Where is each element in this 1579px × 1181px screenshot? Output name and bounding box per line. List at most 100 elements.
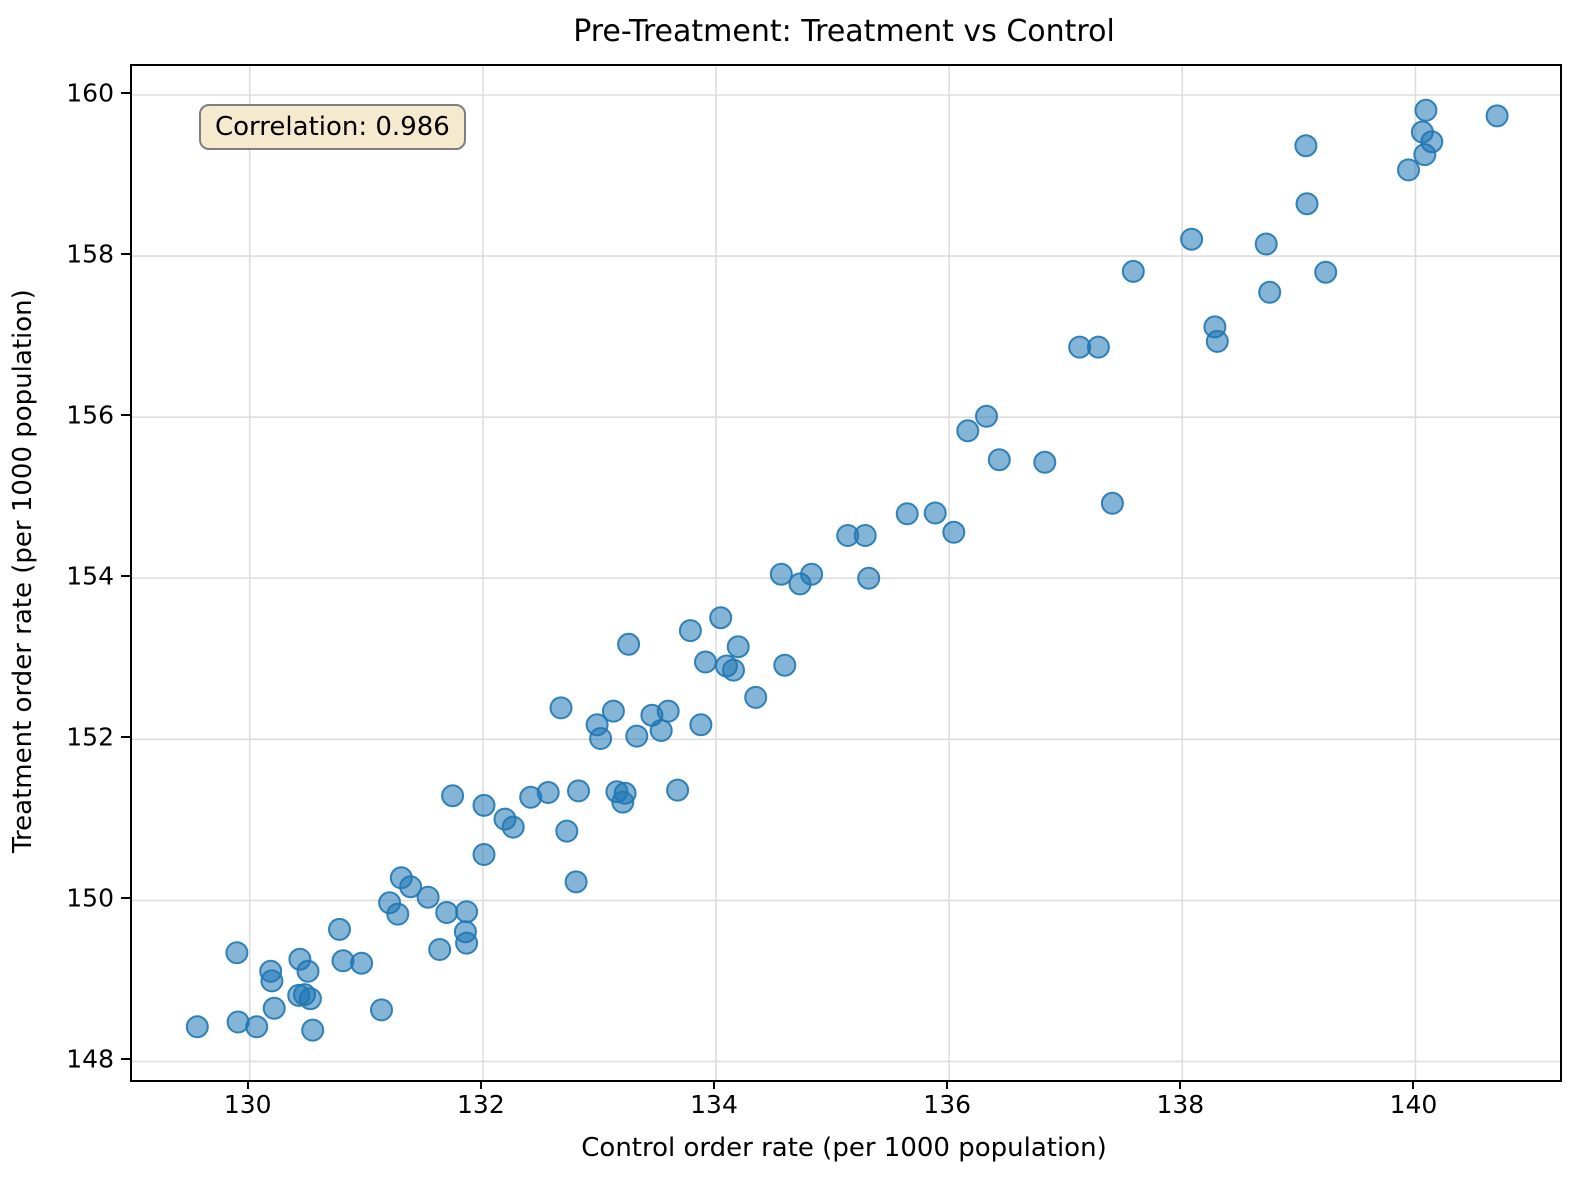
- x-tick-label: 130: [223, 1090, 272, 1119]
- x-tick-mark: [479, 1080, 482, 1089]
- data-point: [694, 650, 717, 674]
- data-point: [501, 815, 525, 839]
- y-tick-label: 148: [66, 1044, 114, 1074]
- data-point: [722, 658, 745, 682]
- data-point: [564, 870, 588, 894]
- data-point: [656, 699, 680, 723]
- data-point: [709, 606, 733, 630]
- data-point: [370, 998, 393, 1022]
- data-point: [1420, 130, 1444, 154]
- data-point: [744, 685, 768, 709]
- data-point: [416, 885, 440, 909]
- data-point: [1033, 450, 1057, 474]
- data-point: [1258, 280, 1282, 304]
- y-tick-mark: [121, 253, 130, 256]
- x-tick-label: 138: [1156, 1090, 1205, 1119]
- data-point: [923, 501, 947, 525]
- data-point: [245, 1015, 269, 1039]
- x-tick-mark: [713, 1080, 716, 1089]
- data-point: [567, 779, 590, 803]
- data-point: [472, 793, 496, 817]
- y-tick-mark: [121, 1058, 130, 1061]
- data-point: [225, 941, 249, 965]
- data-point: [441, 784, 465, 808]
- data-point: [975, 404, 998, 428]
- y-tick-mark: [121, 736, 130, 739]
- data-point: [1254, 232, 1278, 256]
- scatter-canvas: [132, 66, 1560, 1080]
- data-point: [1121, 259, 1145, 283]
- data-point: [857, 566, 881, 590]
- x-tick-label: 134: [690, 1090, 738, 1119]
- data-point: [328, 917, 351, 941]
- x-tick-label: 132: [457, 1090, 505, 1119]
- data-point: [1485, 104, 1509, 128]
- data-point: [262, 996, 286, 1020]
- data-point: [1294, 134, 1318, 158]
- y-tick-label: 158: [66, 239, 114, 269]
- x-tick-mark: [1412, 1080, 1415, 1089]
- scatter-points: [185, 98, 1509, 1042]
- data-point: [942, 520, 966, 544]
- data-point: [987, 448, 1011, 472]
- data-point: [726, 635, 750, 659]
- gridlines: [132, 66, 1560, 1080]
- x-axis-label: Control order rate (per 1000 population): [581, 1133, 1107, 1163]
- x-tick-mark: [1179, 1080, 1182, 1089]
- data-point: [331, 949, 355, 973]
- data-point: [301, 1018, 325, 1042]
- data-point: [773, 653, 797, 677]
- data-point: [185, 1015, 209, 1039]
- y-tick-label: 160: [66, 78, 114, 108]
- data-point: [226, 1010, 250, 1034]
- data-point: [666, 778, 690, 802]
- y-tick-label: 152: [66, 722, 114, 752]
- data-point: [435, 901, 459, 924]
- data-point: [617, 632, 641, 656]
- y-tick-label: 150: [66, 883, 114, 913]
- data-point: [800, 562, 824, 586]
- data-point: [1397, 158, 1420, 182]
- data-point: [296, 959, 320, 983]
- y-tick-label: 156: [66, 400, 114, 430]
- data-point: [549, 696, 573, 720]
- y-tick-mark: [121, 575, 130, 578]
- data-point: [428, 938, 452, 961]
- data-point: [1295, 192, 1319, 216]
- y-tick-mark: [121, 91, 130, 94]
- data-point: [350, 951, 374, 975]
- data-point: [956, 419, 980, 443]
- data-point: [625, 724, 649, 748]
- data-point: [613, 781, 637, 805]
- data-point: [260, 969, 284, 993]
- data-point: [1100, 491, 1124, 515]
- plot-area: [130, 64, 1562, 1082]
- data-point: [678, 619, 702, 643]
- x-tick-mark: [946, 1080, 949, 1089]
- data-point: [298, 987, 322, 1011]
- data-point: [386, 902, 410, 926]
- data-point: [769, 562, 793, 586]
- data-point: [649, 719, 673, 742]
- data-point: [1414, 98, 1438, 122]
- correlation-annotation: Correlation: 0.986: [199, 104, 466, 150]
- data-point: [1205, 329, 1229, 353]
- y-tick-label: 154: [66, 561, 114, 591]
- x-tick-label: 140: [1389, 1090, 1438, 1119]
- data-point: [1314, 260, 1338, 284]
- x-tick-mark: [246, 1080, 249, 1089]
- data-point: [455, 931, 479, 955]
- chart-title: Pre-Treatment: Treatment vs Control: [573, 14, 1115, 49]
- data-point: [589, 727, 613, 750]
- y-tick-mark: [121, 414, 130, 417]
- data-point: [689, 713, 713, 737]
- x-tick-label: 136: [923, 1090, 972, 1119]
- data-point: [853, 524, 877, 547]
- data-point: [1086, 335, 1110, 359]
- data-point: [536, 781, 560, 804]
- data-point: [472, 843, 496, 866]
- data-point: [601, 699, 625, 723]
- y-tick-mark: [121, 897, 130, 900]
- data-point: [895, 502, 919, 526]
